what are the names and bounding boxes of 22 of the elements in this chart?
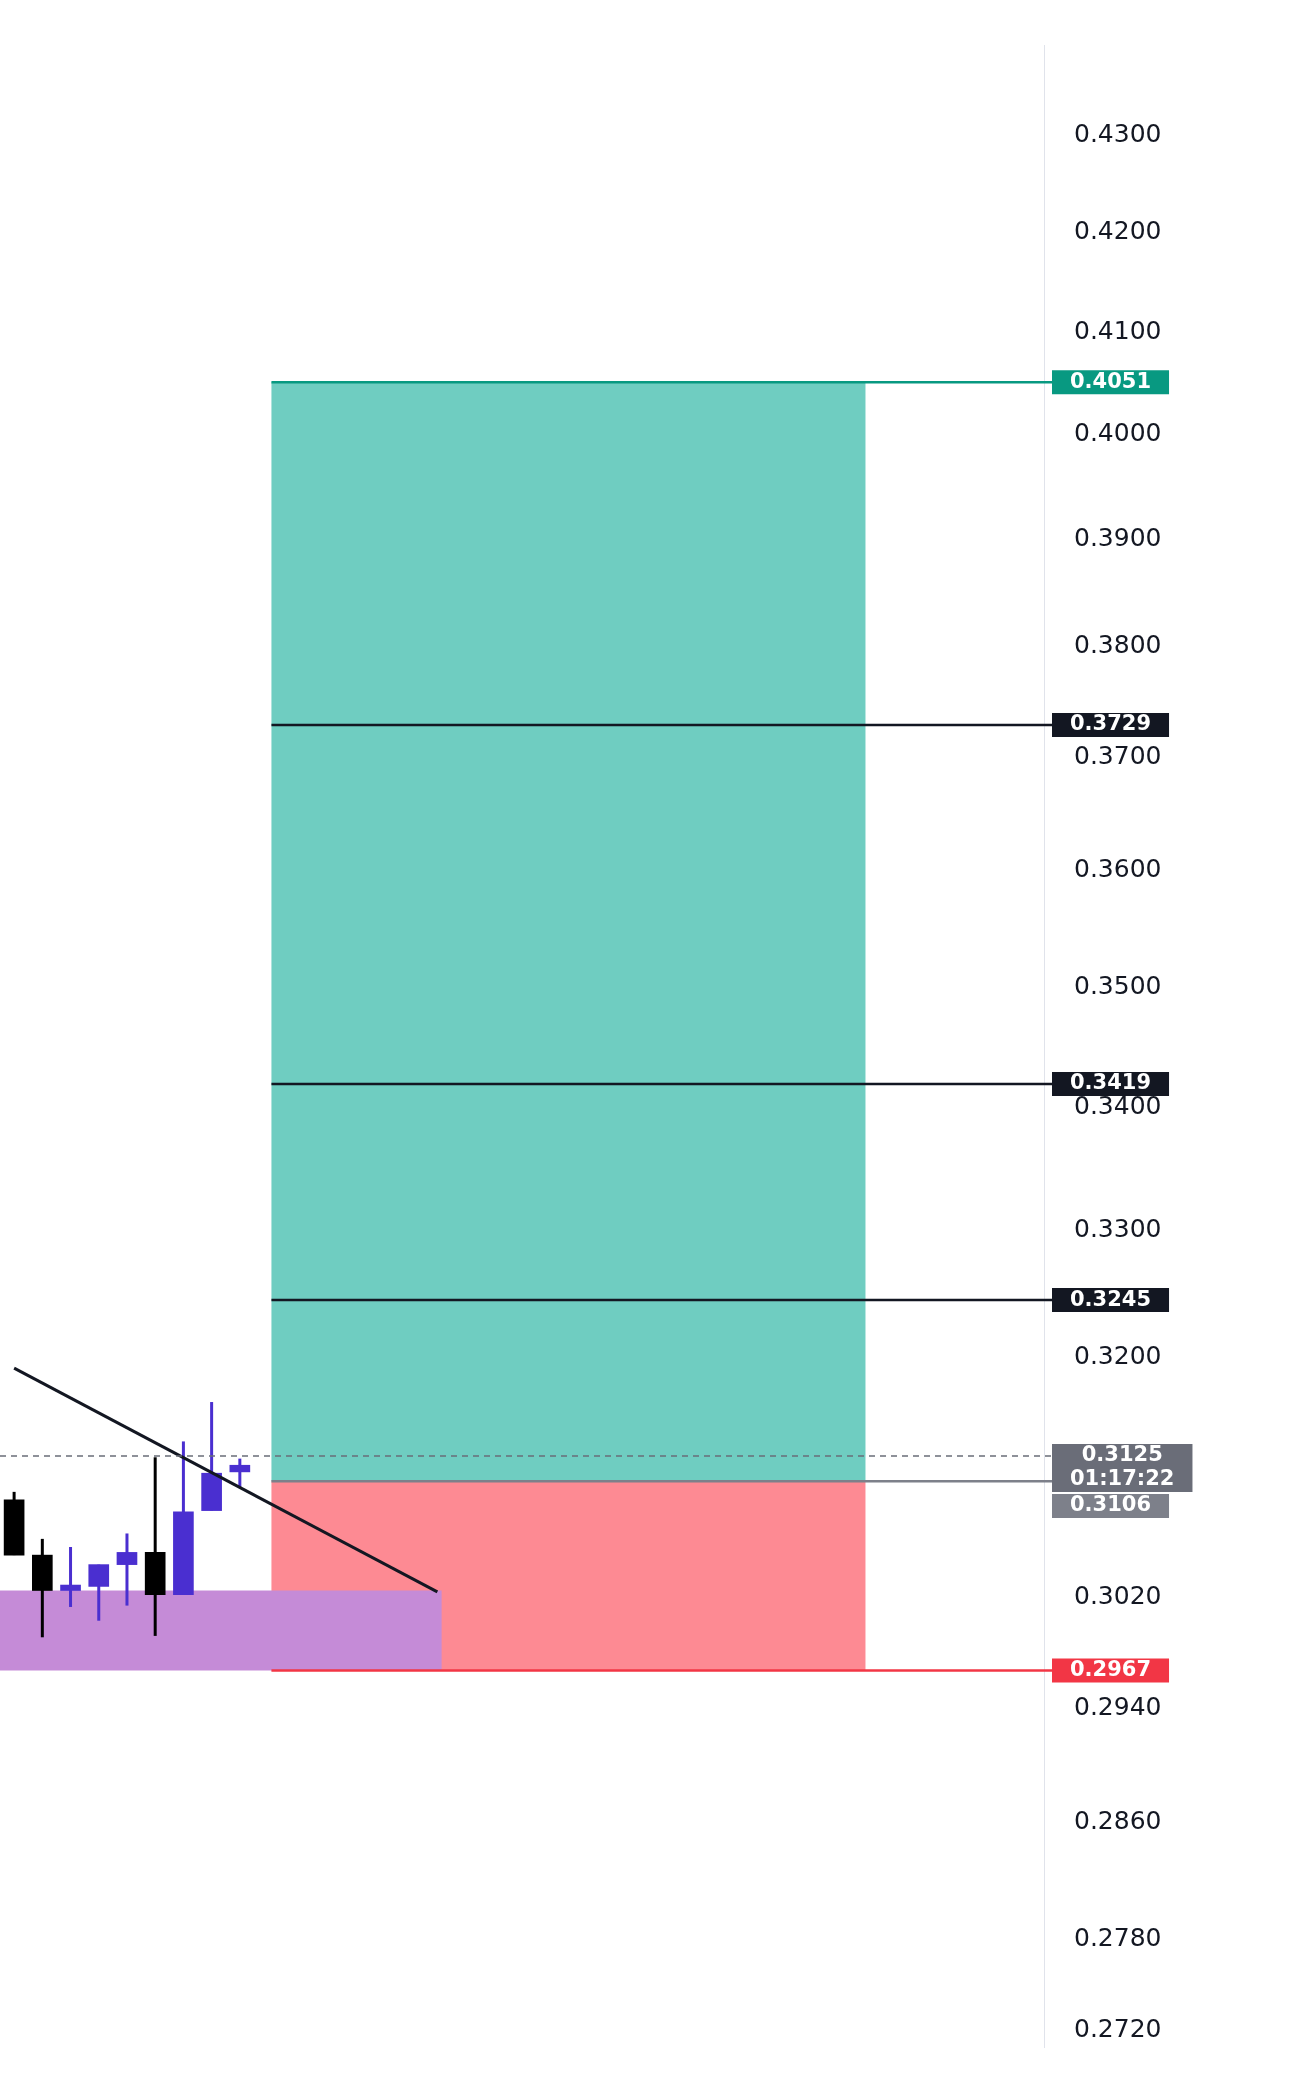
y-tick-label: 0.4000 [1074, 418, 1162, 448]
y-tick-label: 0.3600 [1074, 854, 1162, 884]
ref-line-label: 0.3125 01:17:22 [1070, 1442, 1175, 1491]
y-tick-label: 0.3200 [1074, 1341, 1162, 1371]
y-tick-label: 0.2940 [1074, 1691, 1162, 1721]
ref-line-label: 0.3245 [1069, 1286, 1152, 1311]
y-tick-label: 0.3800 [1074, 630, 1162, 660]
ref-line-label: 0.2967 [1069, 1657, 1152, 1682]
y-tick-label: 0.2720 [1074, 2013, 1162, 2043]
y-tick-label: 0.4100 [1074, 315, 1162, 345]
y-tick-label: 0.3900 [1074, 522, 1162, 552]
y-tick-label: 0.2780 [1074, 1923, 1162, 1953]
y-tick-label: 0.3500 [1074, 970, 1162, 1000]
y-tick-label: 0.3700 [1074, 740, 1162, 770]
y-tick-label: 0.4200 [1074, 216, 1162, 246]
ref-line-label: 0.3106 [1069, 1492, 1152, 1517]
y-tick-label: 0.4300 [1074, 118, 1162, 148]
ref-line-label: 0.4051 [1069, 368, 1152, 393]
y-tick-label: 0.3020 [1074, 1580, 1162, 1610]
y-tick-label: 0.3300 [1074, 1214, 1162, 1244]
ref-line-label: 0.3729 [1069, 711, 1152, 736]
y-tick-label: 0.2860 [1074, 1806, 1162, 1836]
